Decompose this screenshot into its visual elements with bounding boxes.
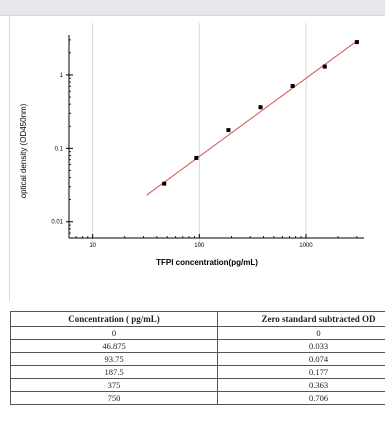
- x-tick-label: 1000: [299, 243, 313, 249]
- concentration-cell: 0: [10, 326, 218, 340]
- data-point: [194, 155, 199, 160]
- table-row: 375 0.363: [10, 378, 385, 392]
- standard-curve-chart: 0.01 0.1 1 10 100 1000 TFPI concentration(pg/…: [19, 23, 364, 267]
- od-cell: 0.074: [217, 352, 385, 366]
- header-concentration: Concentration ( pg/mL): [10, 311, 218, 327]
- axis-layer: [66, 35, 364, 239]
- data-table: Concentration ( pg/mL) Zero standard subt…: [10, 311, 385, 405]
- table-header-row: Concentration ( pg/mL) Zero standard subt…: [10, 311, 385, 327]
- table-row: 750 0.706: [10, 391, 385, 405]
- fit-line-layer: [146, 39, 359, 196]
- data-table-container: Concentration ( pg/mL) Zero standard subt…: [10, 311, 385, 423]
- grid-layer: [92, 23, 307, 246]
- y-tick-label: 0.1: [55, 146, 64, 152]
- concentration-cell: 750: [10, 391, 218, 405]
- data-point: [290, 84, 295, 89]
- header-od: Zero standard subtracted OD: [217, 311, 385, 327]
- table-row: 93.75 0.074: [10, 352, 385, 366]
- od-cell: 0.363: [217, 378, 385, 392]
- concentration-cell: 46.875: [10, 339, 218, 353]
- data-points-layer: [162, 40, 359, 186]
- fit-line: [146, 39, 359, 196]
- table-row: 187.5 0.177: [10, 365, 385, 379]
- sheet-border: [9, 16, 10, 301]
- od-cell: 0: [217, 326, 385, 340]
- axis-labels-layer: 0.01 0.1 1 10 100 1000: [51, 73, 313, 249]
- concentration-cell: 93.75: [10, 352, 218, 366]
- x-axis-title: TFPI concentration(pg/mL): [156, 258, 258, 267]
- data-point: [226, 128, 231, 133]
- od-cell: 0.033: [217, 339, 385, 353]
- x-tick-label: 10: [89, 243, 96, 249]
- table-row: 46.875 0.033: [10, 339, 385, 353]
- concentration-cell: 187.5: [10, 365, 218, 379]
- top-toolbar-strip: [0, 0, 385, 16]
- od-cell: 0.706: [217, 391, 385, 405]
- concentration-cell: 375: [10, 378, 218, 392]
- data-point: [162, 181, 167, 186]
- y-tick-label: 0.01: [51, 220, 63, 226]
- data-point: [354, 40, 359, 45]
- table-body: 0 0 46.875 0.033 93.75 0.074 187.5 0.177 375 0.36…: [10, 326, 385, 405]
- data-point: [322, 64, 327, 69]
- od-cell: 0.177: [217, 365, 385, 379]
- data-point: [258, 105, 263, 110]
- y-axis-title: optical density (OD450nm): [19, 103, 28, 198]
- x-tick-label: 100: [194, 243, 205, 249]
- y-tick-label: 1: [60, 73, 64, 79]
